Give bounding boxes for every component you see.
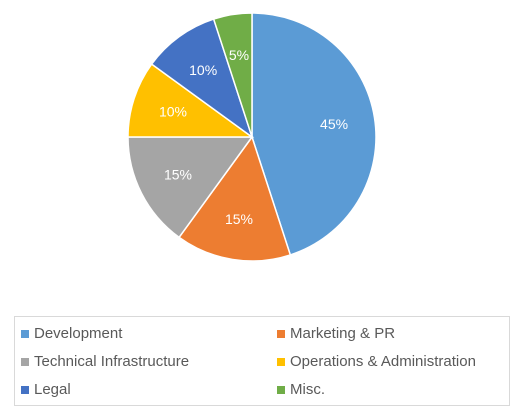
legend-label-operations-administration: Operations & Administration: [290, 353, 476, 370]
legend-item-misc: Misc.: [277, 381, 325, 398]
legend-swatch-marketing-pr: [277, 329, 285, 338]
data-label-misc: 5%: [229, 47, 249, 63]
legend-label-marketing-pr: Marketing & PR: [290, 325, 396, 342]
pie-slice-misc: [212, 12, 253, 138]
legend-item-operations-administration: Operations & Administration: [277, 353, 476, 370]
legend-item-development: Development: [21, 325, 122, 342]
legend-item-technical-infrastructure: Technical Infrastructure: [21, 353, 189, 370]
pie-chart: 45% 15% 15% 10% 10% 5%: [127, 12, 377, 262]
pie-chart-svg: 45% 15% 15% 10% 10% 5%: [127, 12, 377, 262]
pie-slice-marketing-pr: [178, 135, 292, 262]
legend-swatch-operations-administration: [277, 357, 285, 366]
pie-slice-technical-infrastructure: [127, 136, 254, 239]
data-label-legal: 10%: [189, 62, 217, 78]
legend-label-development: Development: [34, 325, 123, 342]
legend-label-technical-infrastructure: Technical Infrastructure: [34, 353, 190, 370]
pie-slice-operations-administration: [127, 63, 255, 138]
legend-item-marketing-pr: Marketing & PR: [277, 325, 395, 342]
legend-label-misc: Misc.: [290, 381, 325, 398]
legend-swatch-development: [21, 329, 29, 338]
legend-swatch-misc: [277, 385, 285, 394]
data-label-technical-infrastructure: 15%: [164, 167, 192, 183]
data-label-operations-administration: 10%: [159, 103, 187, 119]
data-label-development: 45%: [320, 116, 348, 132]
legend-swatch-technical-infrastructure: [21, 357, 29, 366]
legend-label-legal: Legal: [34, 381, 71, 398]
legend-item-legal: Legal: [21, 381, 71, 398]
data-label-marketing-pr: 15%: [225, 211, 253, 227]
pie-slice-legal: [150, 18, 254, 139]
pie-slice-development: [251, 12, 377, 256]
chart-legend: Development Marketing & PR Technical Infra…: [14, 316, 510, 406]
legend-swatch-legal: [21, 385, 29, 394]
